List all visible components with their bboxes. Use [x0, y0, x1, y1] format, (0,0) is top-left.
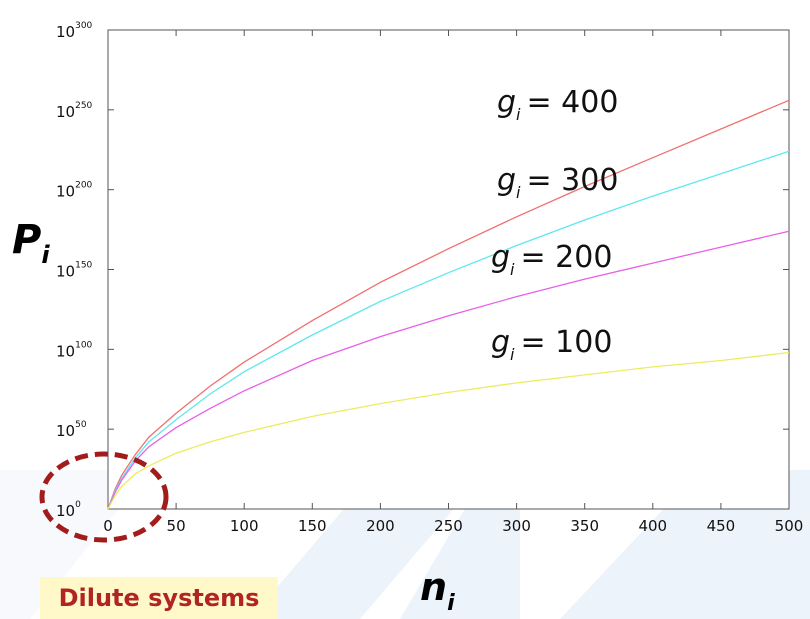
y-tick-label: 10200	[56, 181, 93, 201]
y-axis-title: Pi	[12, 217, 50, 269]
x-tick-label: 400	[638, 517, 667, 535]
series-line-3	[107, 351, 790, 510]
series-labels: gi = 400 gi = 300 gi = 200 gi = 100	[491, 85, 618, 364]
y-ticks: 100 1050 10100 10150 10200 10250 10300	[56, 21, 789, 520]
y-tick-label: 10150	[56, 261, 93, 281]
y-tick-label: 10300	[56, 21, 93, 41]
series-line-1	[107, 150, 790, 510]
series-line-2	[107, 230, 790, 510]
series-label-1: gi = 300	[497, 163, 618, 202]
x-tick-label: 500	[775, 517, 804, 535]
x-tick-label: 250	[434, 517, 463, 535]
y-tick-label: 100	[56, 500, 81, 520]
dilute-region-circle	[39, 451, 169, 543]
series-label-2: gi = 200	[491, 240, 612, 279]
x-tick-label: 0	[103, 517, 113, 535]
x-tick-label: 200	[366, 517, 395, 535]
x-tick-label: 450	[707, 517, 736, 535]
dilute-systems-label: Dilute systems	[58, 584, 260, 612]
x-tick-label: 100	[230, 517, 259, 535]
dilute-systems-callout: Dilute systems	[40, 577, 278, 619]
x-axis-title: ni	[420, 565, 455, 616]
x-ticks: 0 50 100 150 200 250 300 350 400 450 500	[103, 30, 803, 535]
x-tick-label: 300	[502, 517, 531, 535]
y-tick-label: 1050	[56, 420, 87, 440]
x-tick-label: 150	[298, 517, 327, 535]
series-lines	[107, 99, 790, 510]
plot-area	[107, 29, 790, 510]
y-tick-label: 10100	[56, 340, 93, 360]
x-tick-label: 50	[167, 517, 186, 535]
series-line-0	[107, 99, 790, 510]
y-tick-label: 10250	[56, 101, 93, 121]
x-tick-label: 350	[570, 517, 599, 535]
series-label-0: gi = 400	[497, 85, 618, 124]
series-label-3: gi = 100	[491, 325, 612, 364]
